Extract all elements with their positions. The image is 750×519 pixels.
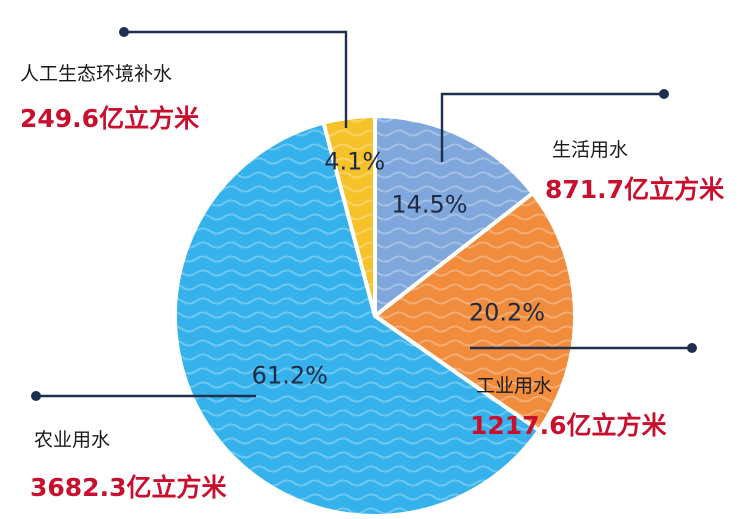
category-name-industrial: 工业用水 [476,375,552,397]
percent-label-domestic: 14.5% [391,191,467,219]
leader-line-eco [124,30,348,128]
category-value-agricultural: 3682.3亿立方米 [30,473,227,502]
category-value-industrial: 1217.6亿立方米 [470,411,667,440]
percent-labels: 14.5% 20.2% 61.2% 4.1% [252,147,545,389]
category-value-eco: 249.6亿立方米 [20,104,200,133]
leader-lines [31,27,697,401]
water-wave-texture [175,116,575,516]
percent-label-industrial: 20.2% [469,299,545,327]
leader-line-domestic [440,92,664,162]
category-name-eco: 人工生态环境补水 [20,63,172,85]
percent-label-agricultural: 61.2% [252,362,328,390]
category-name-domestic: 生活用水 [552,139,628,161]
category-name-agricultural: 农业用水 [34,429,110,451]
percent-label-eco: 4.1% [324,147,385,175]
category-value-domestic: 871.7亿立方米 [545,175,725,204]
